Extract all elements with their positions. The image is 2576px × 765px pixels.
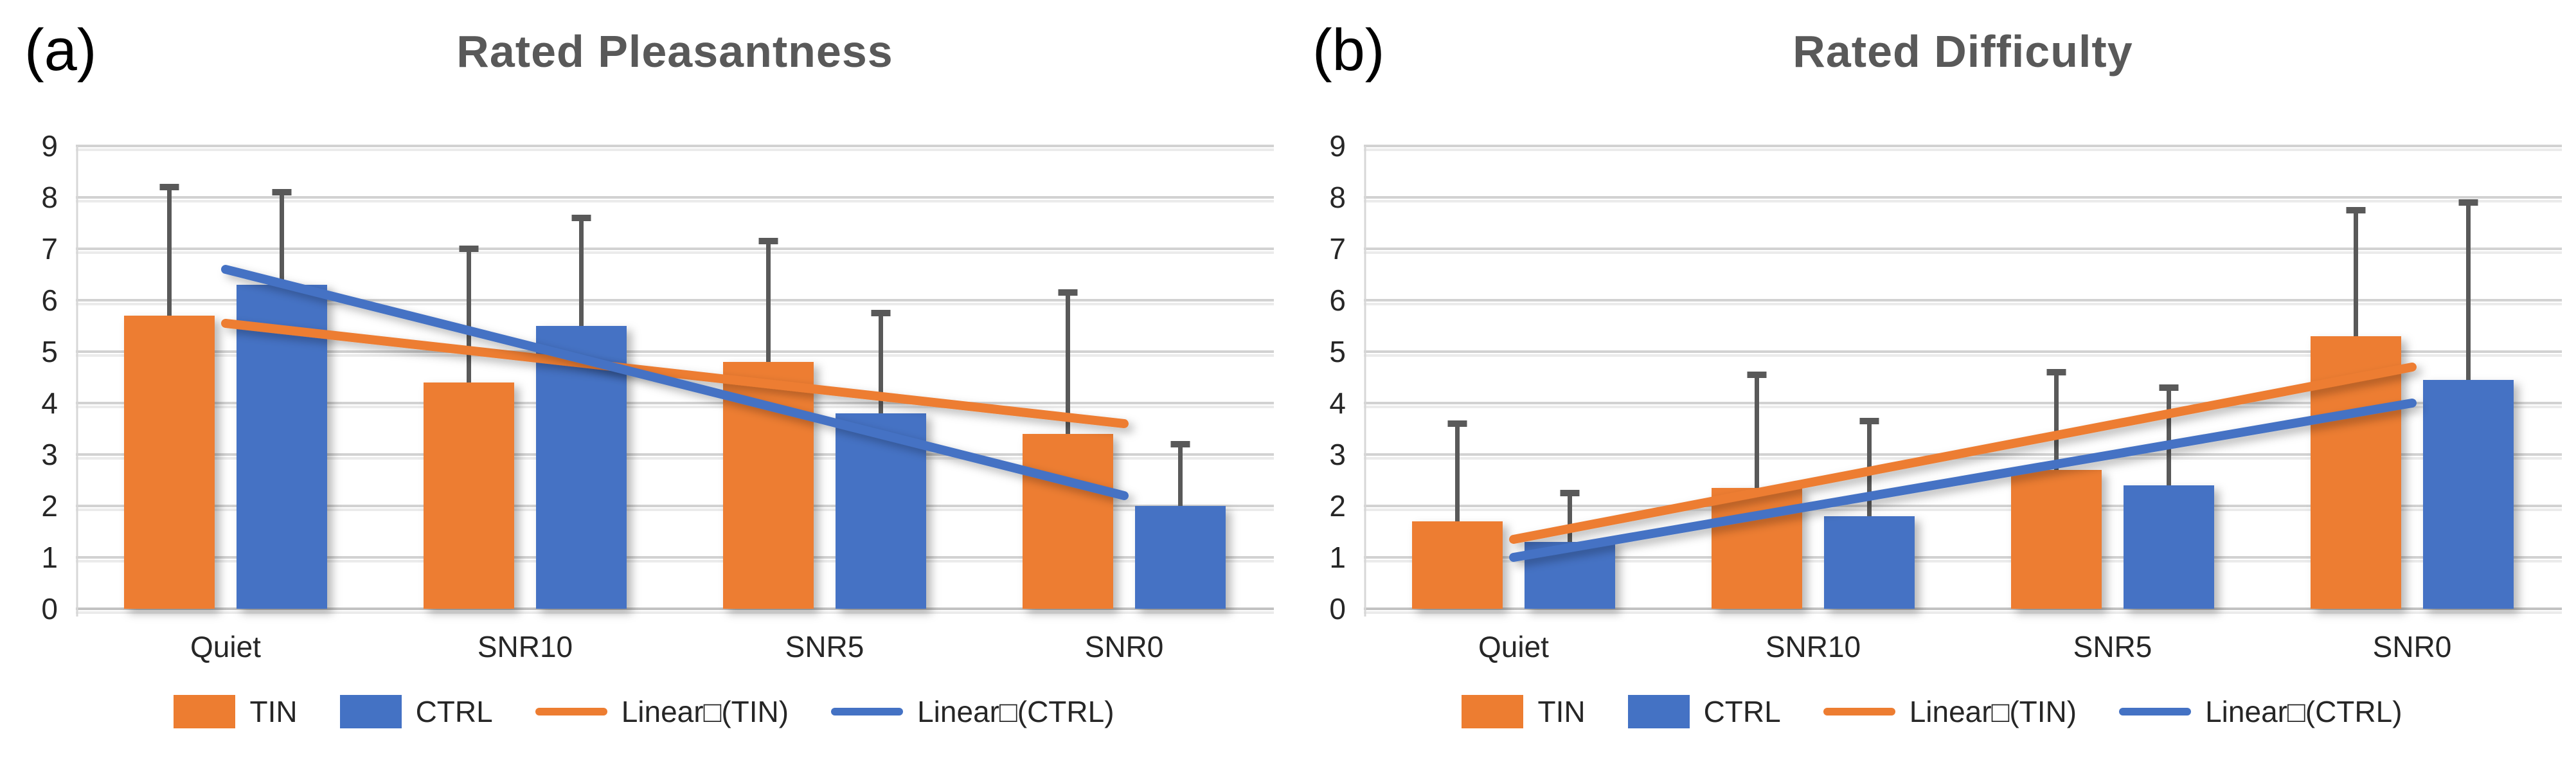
legend-label: Linear□(CTRL) xyxy=(917,695,1114,728)
y-tick-label: 7 xyxy=(1329,232,1346,266)
legend-label: TIN xyxy=(1537,695,1586,728)
x-label-snr10: SNR10 xyxy=(478,630,573,663)
bar-ctrl-snr10 xyxy=(1824,516,1915,609)
trendline-linear-tin xyxy=(221,319,1129,428)
y-tick-label: 8 xyxy=(1329,181,1346,214)
trendline-linear-ctrl xyxy=(1509,399,2417,562)
chart-panel-rated-difficulty: (b) Rated Difficulty 0 1 2 3 4 5 6 7 8 9 Quiet SNR10 S… xyxy=(1288,0,2576,765)
y-tick-label: 5 xyxy=(41,335,58,368)
legend-line-swatch xyxy=(1823,708,1895,716)
bar-tin-snr5 xyxy=(2011,470,2102,609)
y-tick-label: 2 xyxy=(41,489,58,523)
bar-ctrl-snr0 xyxy=(1135,506,1226,609)
x-label-snr0: SNR0 xyxy=(1085,630,1164,663)
x-label-snr5: SNR5 xyxy=(2073,630,2152,663)
bar-ctrl-quiet xyxy=(237,285,327,609)
x-label-snr0: SNR0 xyxy=(2373,630,2452,663)
chart-title: Rated Difficulty xyxy=(1793,26,2133,76)
legend: TIN CTRL Linear□(TIN) Linear□(CTRL) xyxy=(1288,694,2576,729)
legend-color-swatch xyxy=(339,695,402,728)
legend-item-ctrl: CTRL xyxy=(1627,694,1781,729)
panel-letter-label: (a) xyxy=(24,17,97,83)
legend-color-swatch xyxy=(174,695,236,728)
plot-area: 0 1 2 3 4 5 6 7 8 9 Quiet SNR10 SNR5 SNR0 xyxy=(41,129,1274,663)
legend-item-linear-ctrl: Linear□(CTRL) xyxy=(2119,694,2402,729)
legend-line-swatch xyxy=(831,708,904,716)
bar-tin-snr0 xyxy=(1023,434,1113,609)
y-tick-labels: 0 1 2 3 4 5 6 7 8 9 xyxy=(1329,129,1346,626)
bars xyxy=(124,285,1226,609)
legend-item-linear-ctrl: Linear□(CTRL) xyxy=(831,694,1114,729)
y-tick-label: 1 xyxy=(41,541,58,574)
y-tick-label: 9 xyxy=(41,129,58,163)
legend-label: Linear□(TIN) xyxy=(1909,695,2077,728)
legend-line-swatch xyxy=(2119,708,2192,716)
legend-item-linear-tin: Linear□(TIN) xyxy=(535,694,789,729)
trendline-linear-ctrl xyxy=(221,265,1129,500)
trendline-linear-tin xyxy=(1509,363,2417,544)
x-label-snr10: SNR10 xyxy=(1766,630,1861,663)
legend-label: Linear□(TIN) xyxy=(621,695,789,728)
panel-letter-label: (b) xyxy=(1312,17,1385,83)
legend-label: CTRL xyxy=(415,695,493,728)
y-tick-label: 9 xyxy=(1329,129,1346,163)
legend-label: TIN xyxy=(249,695,298,728)
bar-tin-snr10 xyxy=(424,382,514,609)
legend: TIN CTRL Linear□(TIN) Linear□(CTRL) xyxy=(0,694,1288,729)
bar-tin-quiet xyxy=(124,316,215,609)
y-tick-label: 6 xyxy=(41,284,58,317)
legend-item-linear-tin: Linear□(TIN) xyxy=(1823,694,2077,729)
y-tick-label: 1 xyxy=(1329,541,1346,574)
y-tick-labels: 0 1 2 3 4 5 6 7 8 9 xyxy=(41,129,58,626)
y-tick-label: 3 xyxy=(1329,438,1346,471)
x-label-snr5: SNR5 xyxy=(785,630,864,663)
y-tick-label: 6 xyxy=(1329,284,1346,317)
y-tick-label: 4 xyxy=(41,386,58,420)
error-bars xyxy=(1447,199,2478,542)
y-tick-label: 0 xyxy=(41,592,58,626)
y-tick-label: 0 xyxy=(1329,592,1346,626)
bar-ctrl-snr0 xyxy=(2423,380,2514,609)
legend-item-tin: TIN xyxy=(1462,694,1586,729)
x-label-quiet: Quiet xyxy=(190,630,261,663)
trendlines xyxy=(1509,363,2417,562)
bar-ctrl-snr10 xyxy=(536,326,627,609)
legend-label: CTRL xyxy=(1703,695,1781,728)
y-tick-label: 2 xyxy=(1329,489,1346,523)
legend-line-swatch xyxy=(535,708,607,716)
bar-tin-quiet xyxy=(1412,521,1503,609)
legend-item-tin: TIN xyxy=(174,694,298,729)
y-tick-label: 8 xyxy=(41,181,58,214)
chart-title: Rated Pleasantness xyxy=(456,26,893,76)
y-tick-label: 4 xyxy=(1329,386,1346,420)
plot-area: 0 1 2 3 4 5 6 7 8 9 Quiet SNR10 SNR5 SNR0 xyxy=(1329,129,2562,663)
legend-item-ctrl: CTRL xyxy=(339,694,493,729)
y-tick-label: 7 xyxy=(41,232,58,266)
x-category-labels: Quiet SNR10 SNR5 SNR0 xyxy=(190,630,1163,663)
y-tick-label: 3 xyxy=(41,438,58,471)
x-label-quiet: Quiet xyxy=(1478,630,1549,663)
legend-label: Linear□(CTRL) xyxy=(2205,695,2402,728)
chart-panel-rated-pleasantness: (a) Rated Pleasantness 0 1 2 3 4 5 6 7 8 9 Quiet SNR1… xyxy=(0,17,1288,729)
legend-color-swatch xyxy=(1462,695,1524,728)
legend-color-swatch xyxy=(1627,695,1690,728)
bar-ctrl-snr5 xyxy=(2124,485,2214,609)
x-category-labels: Quiet SNR10 SNR5 SNR0 xyxy=(1478,630,2451,663)
y-tick-label: 5 xyxy=(1329,335,1346,368)
trendlines xyxy=(221,265,1129,500)
